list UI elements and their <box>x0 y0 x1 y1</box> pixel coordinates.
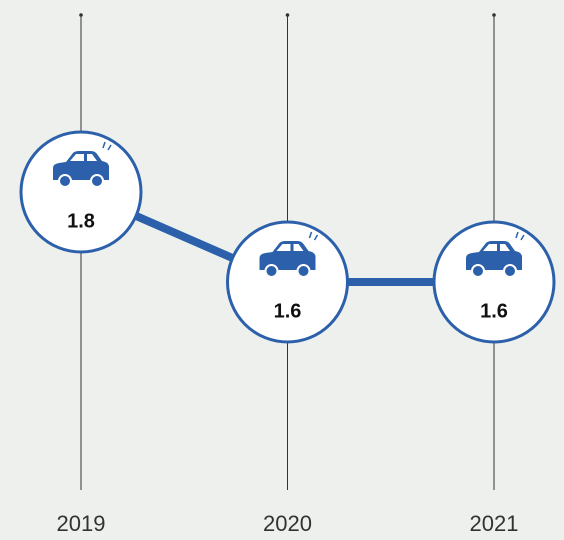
guide-dot <box>79 13 83 17</box>
data-label: 1.6 <box>480 300 508 322</box>
car-window <box>70 154 97 161</box>
x-tick-label: 2019 <box>57 511 106 536</box>
point-marker <box>432 220 556 344</box>
car-wheel <box>90 174 104 188</box>
car-window <box>483 244 510 251</box>
car-wheel <box>503 264 517 278</box>
guide-dot <box>492 13 496 17</box>
car-spark <box>308 231 319 241</box>
car-window <box>276 244 304 251</box>
x-tick-label: 2021 <box>470 511 519 536</box>
car-wheel <box>264 264 279 278</box>
car-spark <box>515 231 525 241</box>
data-label: 1.6 <box>274 300 302 322</box>
car-icon <box>53 141 112 188</box>
car-wheel <box>58 174 72 188</box>
data-label: 1.8 <box>67 210 95 232</box>
car-spark <box>102 141 112 151</box>
guide-dot <box>285 13 290 17</box>
car-wheel <box>296 264 311 278</box>
car-icon <box>466 231 525 278</box>
point-marker <box>19 130 143 254</box>
car-icon <box>259 231 319 278</box>
x-tick-label: 2020 <box>263 511 312 536</box>
car-wheel <box>471 264 485 278</box>
point-marker <box>226 220 349 344</box>
